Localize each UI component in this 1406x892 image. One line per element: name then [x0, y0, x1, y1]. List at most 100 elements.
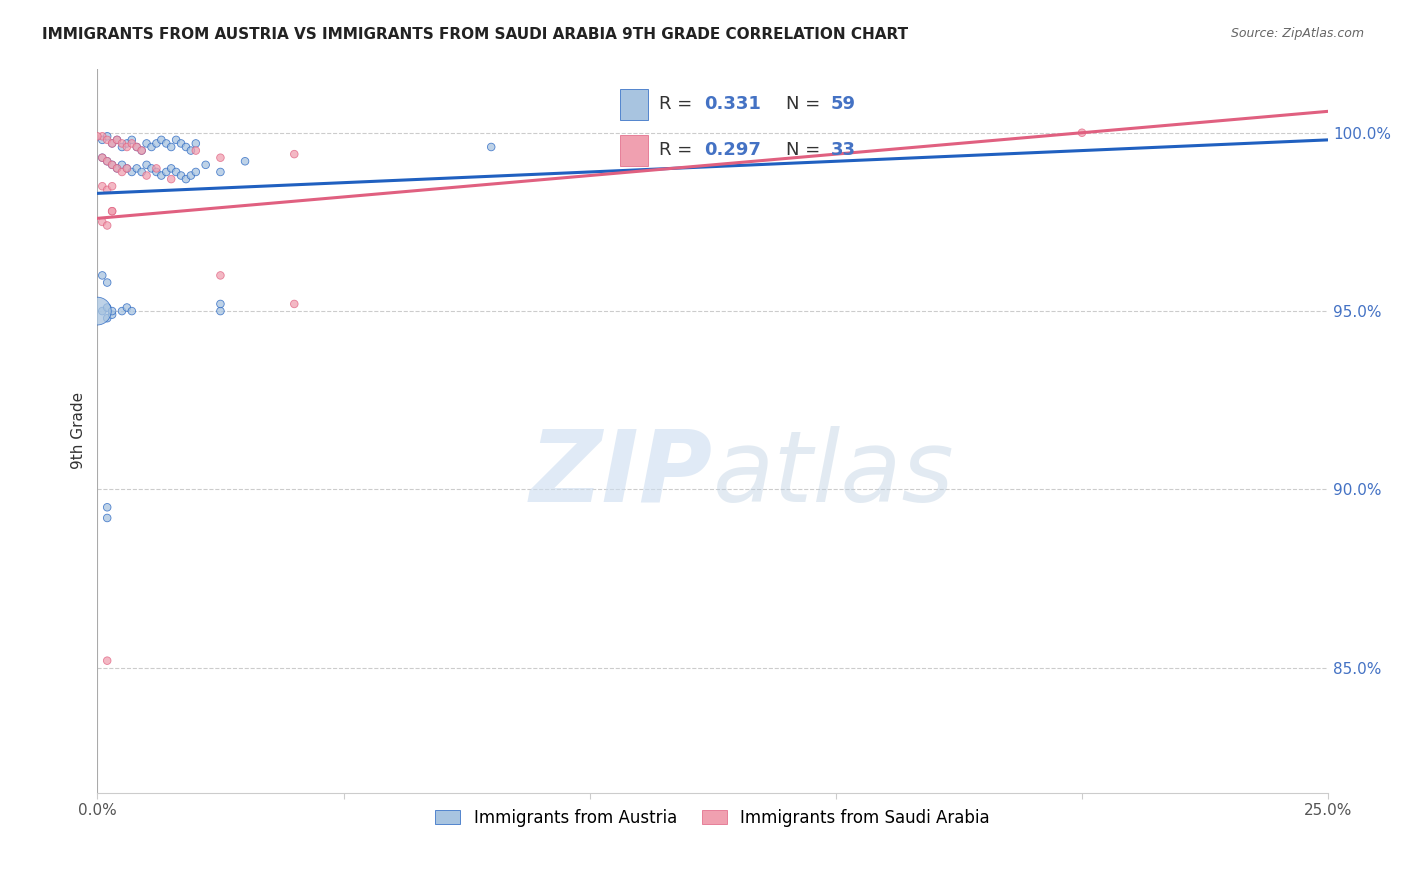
- Text: 0.331: 0.331: [704, 95, 761, 112]
- Point: [111, 158, 134, 172]
- Point: [180, 144, 202, 158]
- Text: 0.297: 0.297: [704, 141, 761, 159]
- Point: [283, 297, 305, 311]
- Point: [283, 147, 305, 161]
- Point: [96, 133, 118, 147]
- Point: [96, 511, 118, 525]
- Point: [115, 161, 138, 176]
- Point: [105, 161, 128, 176]
- Point: [105, 161, 128, 176]
- Point: [96, 311, 118, 326]
- Point: [209, 297, 232, 311]
- Point: [101, 158, 124, 172]
- Y-axis label: 9th Grade: 9th Grade: [72, 392, 86, 469]
- Point: [86, 304, 108, 318]
- Point: [150, 169, 173, 183]
- Point: [121, 165, 143, 179]
- Point: [209, 304, 232, 318]
- Point: [101, 136, 124, 151]
- Point: [170, 136, 193, 151]
- Point: [101, 304, 124, 318]
- Point: [160, 172, 183, 186]
- Point: [184, 144, 207, 158]
- Point: [141, 161, 163, 176]
- Point: [131, 144, 153, 158]
- Point: [131, 144, 153, 158]
- Point: [121, 304, 143, 318]
- Point: [111, 140, 134, 154]
- Point: [91, 151, 114, 165]
- Point: [115, 161, 138, 176]
- Point: [91, 179, 114, 194]
- Point: [1071, 126, 1094, 140]
- Text: N =: N =: [786, 95, 820, 112]
- Point: [145, 165, 167, 179]
- Point: [101, 204, 124, 219]
- Point: [135, 136, 157, 151]
- Point: [194, 158, 217, 172]
- Bar: [620, 136, 648, 166]
- Bar: [620, 89, 648, 120]
- Point: [174, 140, 197, 154]
- Point: [135, 158, 157, 172]
- Point: [209, 268, 232, 283]
- Point: [174, 172, 197, 186]
- Text: R =: R =: [659, 95, 693, 112]
- Point: [165, 133, 187, 147]
- Point: [91, 215, 114, 229]
- Point: [101, 136, 124, 151]
- Point: [121, 133, 143, 147]
- Point: [96, 500, 118, 515]
- Text: atlas: atlas: [713, 425, 955, 523]
- Point: [184, 165, 207, 179]
- Point: [145, 136, 167, 151]
- Point: [131, 165, 153, 179]
- Point: [115, 301, 138, 315]
- Point: [209, 151, 232, 165]
- Point: [115, 136, 138, 151]
- Point: [86, 129, 108, 144]
- Point: [101, 204, 124, 219]
- Text: ZIP: ZIP: [530, 425, 713, 523]
- Point: [150, 133, 173, 147]
- Point: [101, 158, 124, 172]
- Point: [111, 304, 134, 318]
- Point: [91, 151, 114, 165]
- Point: [105, 133, 128, 147]
- Point: [170, 169, 193, 183]
- Point: [160, 161, 183, 176]
- Point: [96, 654, 118, 668]
- Point: [91, 304, 114, 318]
- Point: [141, 140, 163, 154]
- Point: [111, 136, 134, 151]
- Point: [96, 301, 118, 315]
- Point: [91, 129, 114, 144]
- Point: [165, 165, 187, 179]
- Legend: Immigrants from Austria, Immigrants from Saudi Arabia: Immigrants from Austria, Immigrants from…: [427, 800, 998, 835]
- Point: [479, 140, 502, 154]
- Point: [180, 169, 202, 183]
- Point: [91, 133, 114, 147]
- Text: N =: N =: [786, 141, 820, 159]
- Point: [155, 165, 177, 179]
- Text: 59: 59: [831, 95, 856, 112]
- Point: [96, 219, 118, 233]
- Point: [145, 161, 167, 176]
- Point: [125, 161, 148, 176]
- Text: R =: R =: [659, 141, 693, 159]
- Point: [160, 140, 183, 154]
- Point: [111, 165, 134, 179]
- Text: IMMIGRANTS FROM AUSTRIA VS IMMIGRANTS FROM SAUDI ARABIA 9TH GRADE CORRELATION CH: IMMIGRANTS FROM AUSTRIA VS IMMIGRANTS FR…: [42, 27, 908, 42]
- Text: 33: 33: [831, 141, 856, 159]
- Point: [115, 140, 138, 154]
- Point: [96, 276, 118, 290]
- Point: [105, 133, 128, 147]
- Text: Source: ZipAtlas.com: Source: ZipAtlas.com: [1230, 27, 1364, 40]
- Point: [184, 136, 207, 151]
- Point: [209, 165, 232, 179]
- Point: [155, 136, 177, 151]
- Point: [96, 129, 118, 144]
- Point: [96, 154, 118, 169]
- Point: [125, 140, 148, 154]
- Point: [101, 179, 124, 194]
